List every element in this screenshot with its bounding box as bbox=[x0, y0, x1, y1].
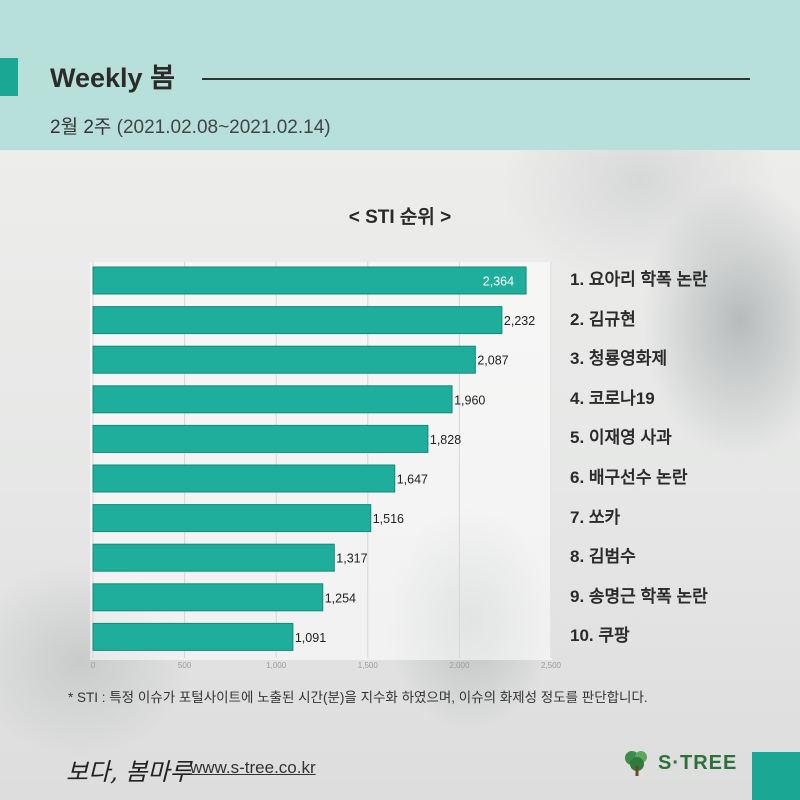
category-label: 8. 김범수 bbox=[570, 547, 636, 567]
header-accent-bar bbox=[0, 58, 18, 96]
category-label: 5. 이재영 사과 bbox=[570, 428, 672, 448]
bar-value-label: 1,960 bbox=[454, 393, 485, 407]
bar-value-label: 1,828 bbox=[430, 433, 461, 447]
bar-value-label: 1,254 bbox=[325, 591, 356, 605]
bar bbox=[92, 345, 476, 374]
brand-signature: 보다, 봄마루 bbox=[66, 758, 192, 786]
title-divider bbox=[202, 78, 750, 80]
bar bbox=[92, 464, 396, 493]
website-link[interactable]: www.s-tree.co.kr bbox=[190, 758, 316, 777]
bar-value-label: 1,516 bbox=[373, 512, 404, 526]
page-subtitle: 2월 2주 (2021.02.08~2021.02.14) bbox=[50, 112, 331, 139]
bar-value-label: 1,091 bbox=[295, 631, 326, 645]
corner-accent-block bbox=[752, 752, 800, 800]
bar bbox=[92, 424, 429, 453]
bar bbox=[92, 583, 324, 612]
x-tick-label: 2,000 bbox=[449, 661, 470, 670]
bar bbox=[92, 622, 294, 651]
category-label: 7. 쏘카 bbox=[570, 507, 621, 527]
logo-text: S·TREE bbox=[658, 751, 738, 774]
date-range: (2021.02.08~2021.02.14) bbox=[116, 117, 331, 138]
bar bbox=[92, 266, 527, 295]
tree-icon bbox=[625, 751, 647, 776]
stree-logo: S·TREE bbox=[622, 748, 737, 778]
category-label: 6. 배구선수 논란 bbox=[570, 467, 688, 487]
bar bbox=[92, 306, 503, 335]
x-tick-label: 500 bbox=[178, 661, 192, 670]
x-tick-label: 1,000 bbox=[266, 661, 287, 670]
category-label: 2. 김규현 bbox=[570, 309, 636, 329]
bar bbox=[92, 504, 372, 533]
footnote: * STI : 특정 이슈가 포털사이트에 노출된 시간(분)을 지수화 하였으… bbox=[68, 690, 648, 705]
x-tick-label: 0 bbox=[91, 661, 96, 670]
bar-value-label: 1,317 bbox=[336, 552, 367, 566]
category-label: 10. 쿠팡 bbox=[570, 626, 630, 646]
bar-value-label: 2,087 bbox=[477, 354, 508, 368]
category-label: 9. 송명근 학폭 논란 bbox=[570, 586, 708, 606]
rank-list: 1. 요아리 학폭 논란 2. 김규현 3. 청룡영화제 4. 코로나19 5. 이재영… bbox=[570, 262, 708, 658]
bar-value-label: 2,232 bbox=[504, 314, 535, 328]
bar-value-label: 2,364 bbox=[483, 275, 514, 289]
category-label: 1. 요아리 학폭 논란 bbox=[570, 270, 708, 289]
bar-value-label: 1,647 bbox=[397, 473, 428, 487]
bar bbox=[92, 543, 335, 572]
x-tick-label: 1,500 bbox=[358, 661, 379, 670]
category-label: 4. 코로나19 bbox=[570, 388, 655, 408]
page-title: Weekly 봄 bbox=[50, 63, 175, 93]
x-tick-label: 2,500 bbox=[541, 661, 562, 670]
chart-title: < STI 순위 > bbox=[348, 207, 452, 228]
category-label: 3. 청룡영화제 bbox=[570, 349, 668, 369]
bar bbox=[92, 385, 453, 414]
week-label: 2월 2주 bbox=[50, 117, 112, 138]
header-band: Weekly 봄 2월 2주 (2021.02.08~2021.02.14) bbox=[0, 0, 800, 150]
